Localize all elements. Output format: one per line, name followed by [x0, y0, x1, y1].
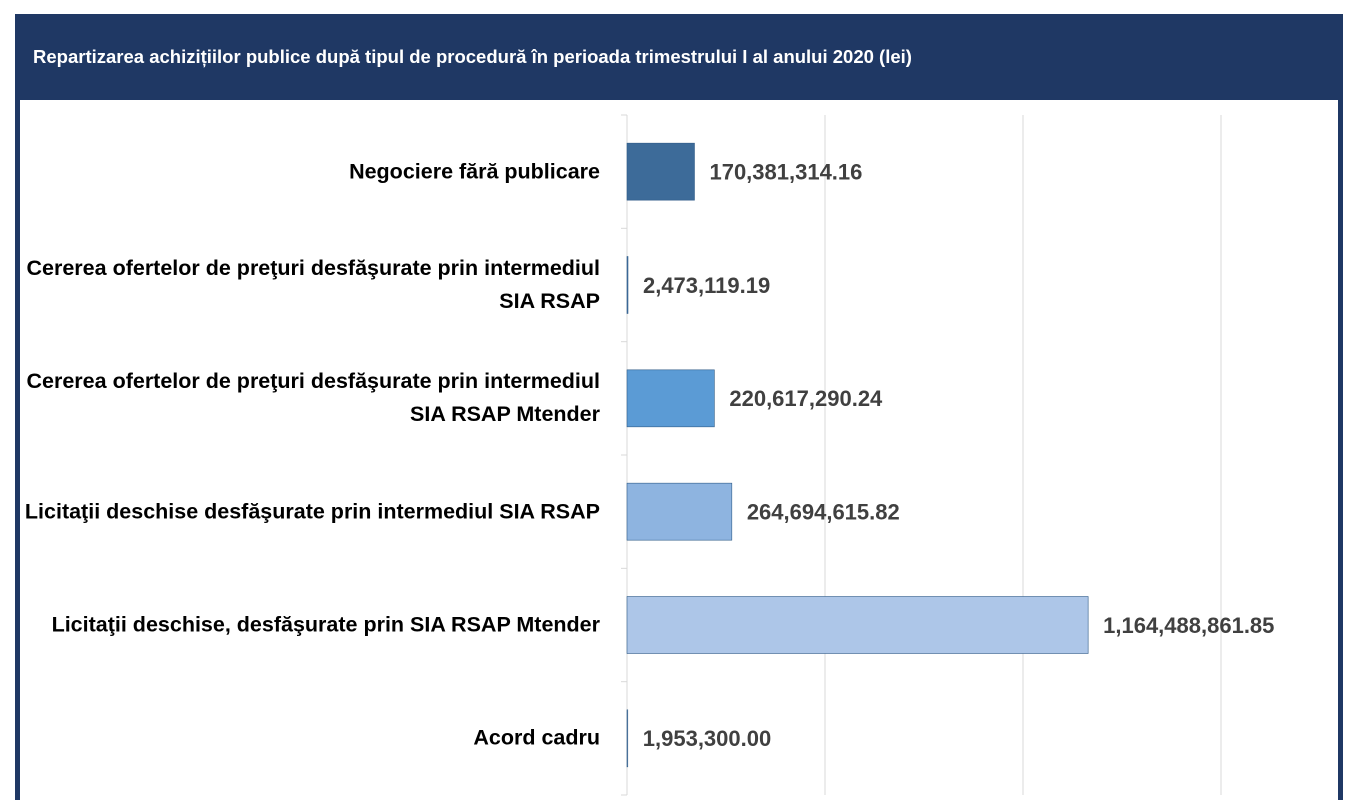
category-label: Cererea ofertelor de preţuri desfăşurate… [26, 256, 601, 313]
data-label: 1,953,300.00 [643, 726, 771, 751]
bar [626, 256, 629, 314]
bar [626, 709, 629, 768]
category-label: Negociere fără publicare [349, 159, 600, 184]
bar [626, 142, 695, 201]
bar [626, 369, 715, 428]
data-label: 2,473,119.19 [643, 273, 770, 298]
chart: 170,381,314.16 2,473,119.19 220,617,290.24… [621, 114, 1274, 796]
chart-panel: 170,381,314.16 2,473,119.19 220,617,290.24… [20, 100, 1338, 800]
data-label: 220,617,290.24 [729, 386, 883, 411]
data-label: 264,694,615.82 [747, 499, 900, 524]
chart-title: Repartizarea achizițiilor publice după t… [33, 46, 912, 67]
bar [626, 482, 733, 541]
data-label: 170,381,314.16 [709, 159, 862, 184]
category-label: Acord cadru [473, 725, 600, 750]
category-label: Licitaţii deschise, desfăşurate prin SIA… [51, 612, 600, 637]
chart-frame: Repartizarea achizițiilor publice după t… [15, 14, 1343, 800]
bar [626, 596, 1089, 654]
data-label: 1,164,488,861.85 [1103, 613, 1274, 638]
category-label: Cererea ofertelor de preţuri desfăşurate… [26, 369, 601, 427]
category-label: Licitaţii deschise desfăşurate prin inte… [24, 499, 600, 524]
